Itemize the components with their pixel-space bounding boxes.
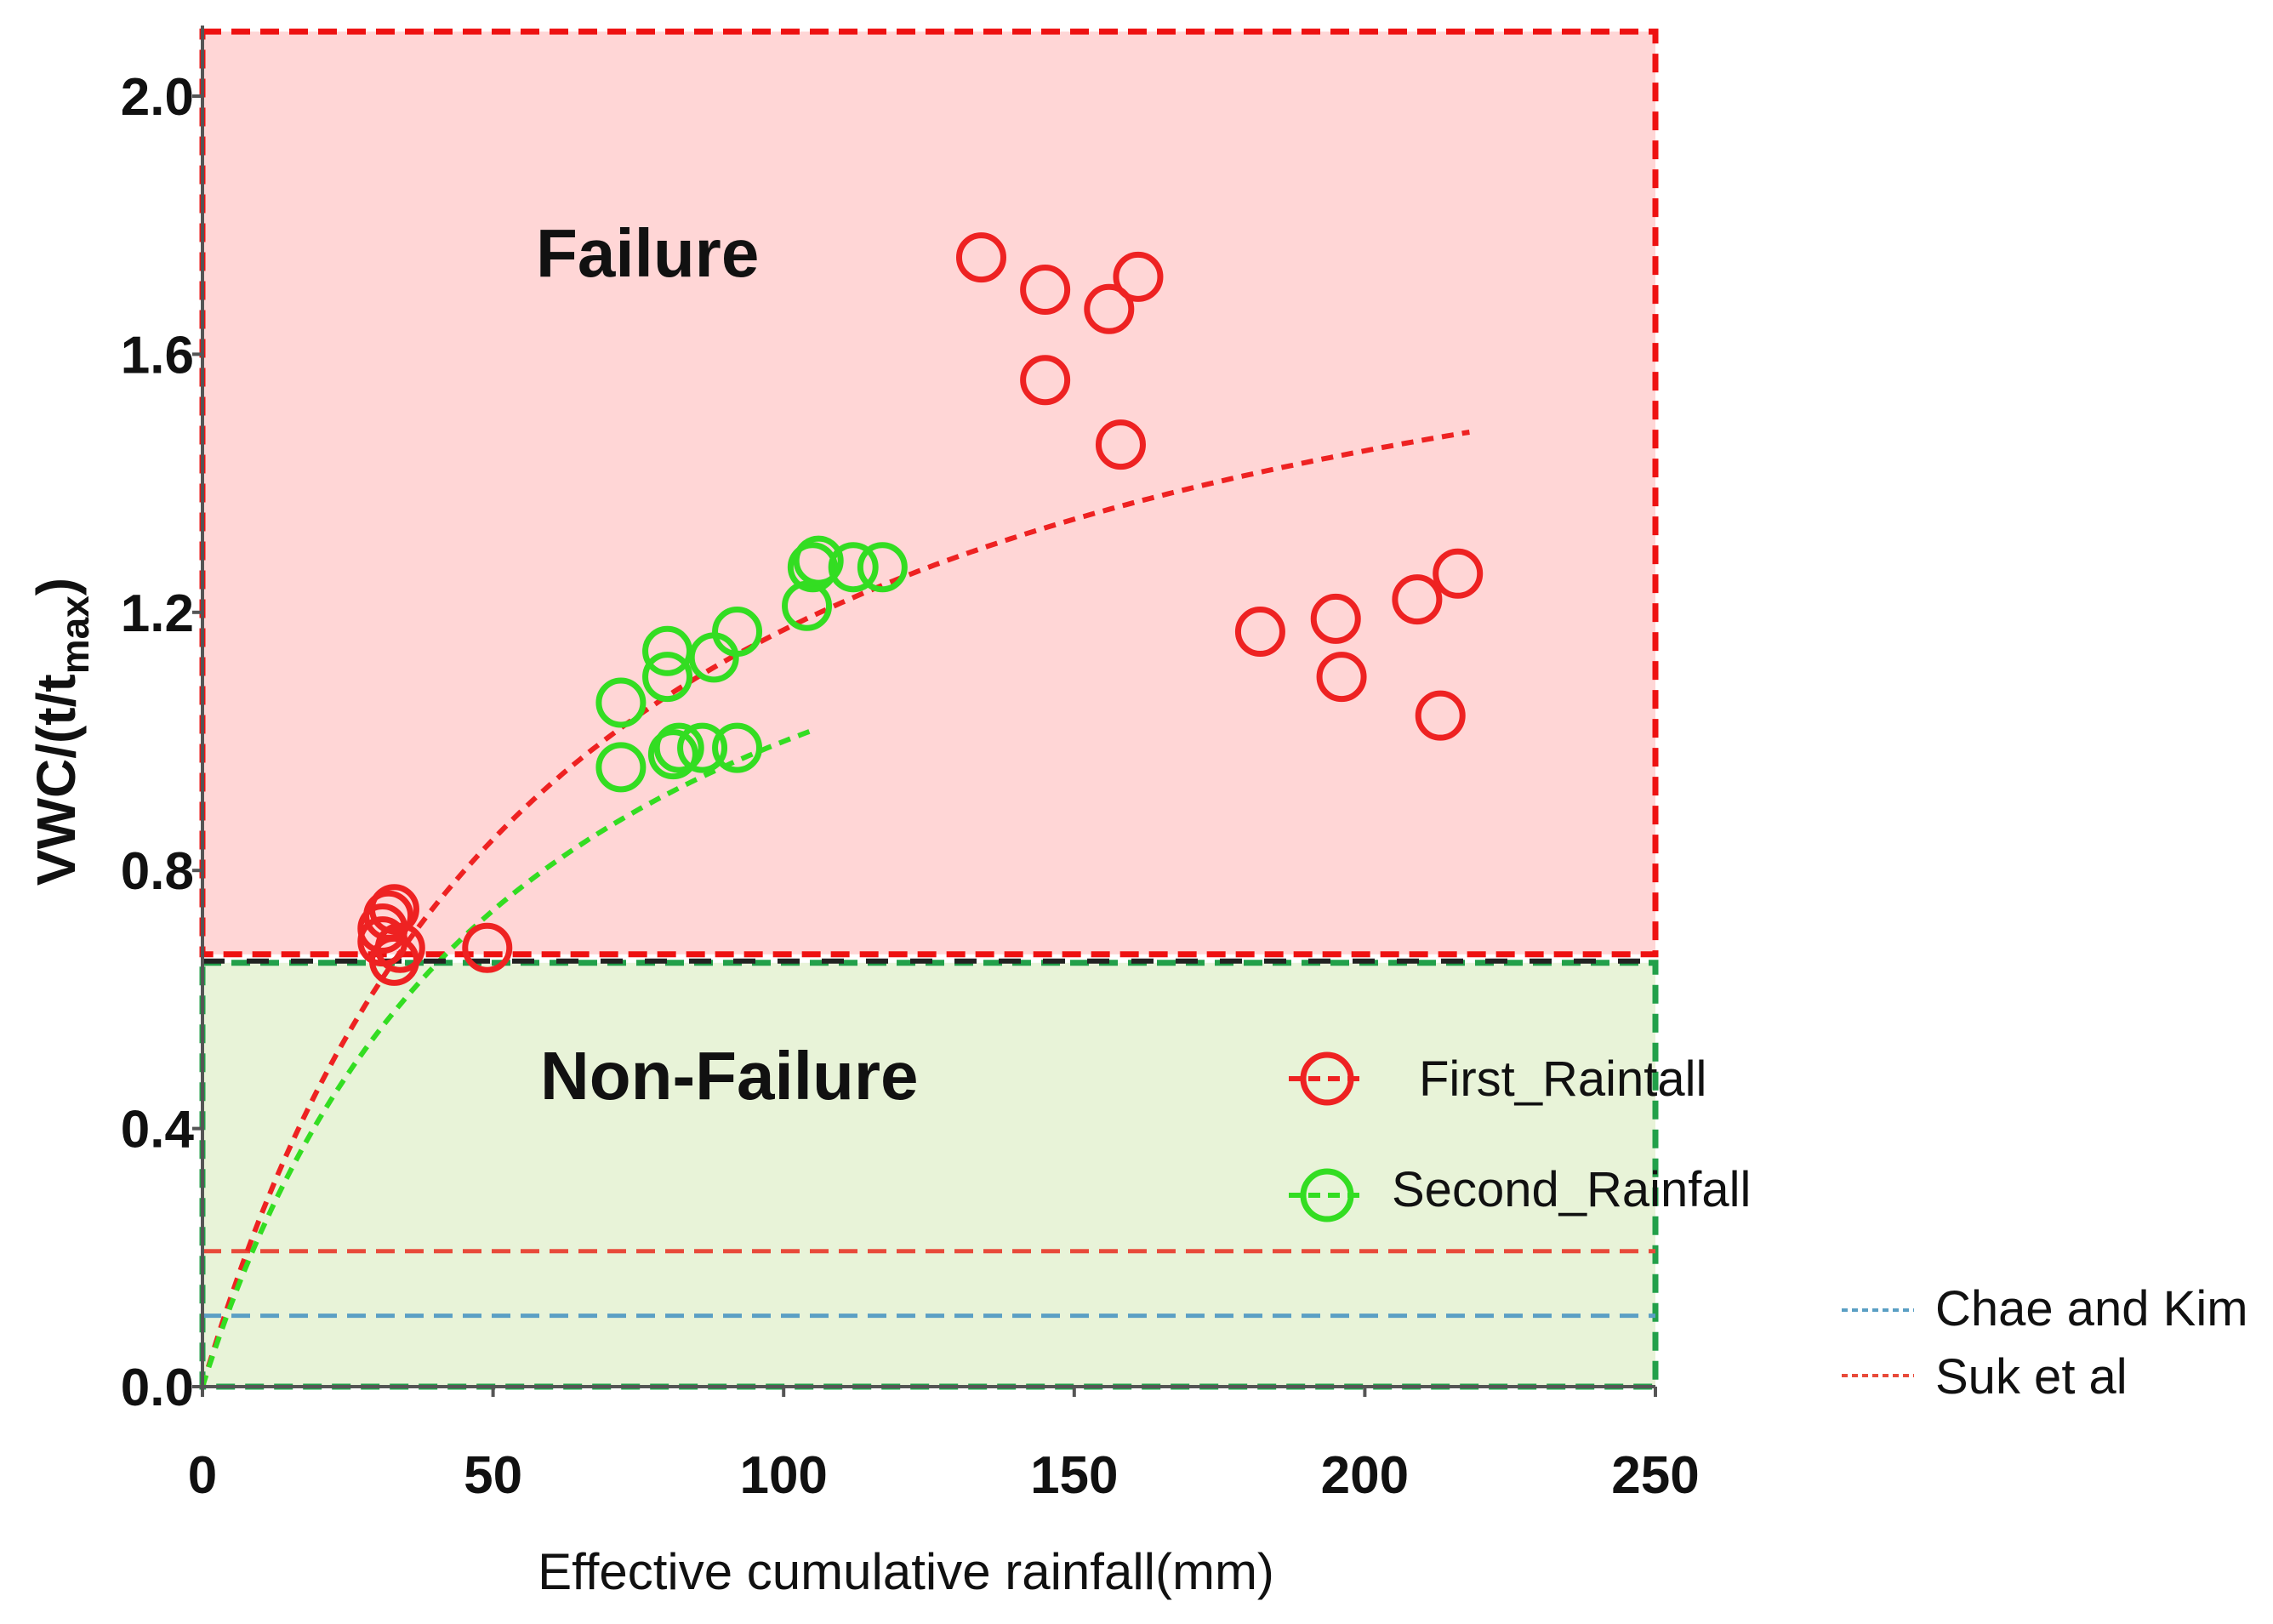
- fit-curve-1: [200, 727, 814, 1388]
- data-point-s1-11: [787, 542, 838, 593]
- data-point-s1-3: [642, 625, 693, 676]
- legend-first-label: First_Raintall: [1419, 1051, 1706, 1107]
- data-point-s0-13: [1234, 607, 1285, 658]
- y-tick-label: 0.4: [121, 1101, 195, 1160]
- x-tick-label: 50: [464, 1446, 522, 1505]
- data-point-s1-2: [642, 652, 693, 703]
- legend-suk-label: Suk et al: [1935, 1349, 2128, 1405]
- data-point-s1-14: [857, 542, 908, 593]
- data-point-s0-14: [1310, 593, 1361, 644]
- data-point-s0-12: [1095, 419, 1146, 470]
- x-tick-label: 200: [1321, 1446, 1409, 1505]
- y-axis-title-main: VWC/(t/t: [26, 674, 87, 886]
- data-point-s0-2: [368, 884, 419, 935]
- legend-inset: First_Raintall Second_Rainfall: [1289, 1051, 1751, 1222]
- legend-chae-label: Chae and Kim: [1935, 1281, 2248, 1336]
- region-label-failure: Failure: [536, 215, 759, 291]
- data-point-s0-6: [462, 922, 513, 973]
- x-tick-label: 100: [739, 1446, 827, 1505]
- fit-curve-0: [200, 430, 1470, 1388]
- data-point-s0-9: [1084, 283, 1135, 334]
- y-axis-title-subscript: max: [53, 595, 97, 674]
- data-point-s0-11: [1020, 355, 1071, 406]
- data-point-s0-17: [1433, 548, 1484, 599]
- data-point-s1-4: [647, 729, 698, 780]
- legend-second-label: Second_Rainfall: [1392, 1162, 1751, 1217]
- data-point-s1-8: [712, 722, 763, 773]
- y-tick-label: 1.2: [121, 584, 194, 643]
- data-point-s0-16: [1392, 574, 1443, 625]
- data-point-s0-10: [1113, 251, 1164, 302]
- y-axis-title-end: ): [26, 578, 87, 595]
- data-point-s0-18: [1415, 690, 1466, 741]
- data-point-s1-1: [595, 742, 647, 793]
- data-point-s1-13: [828, 542, 879, 593]
- data-point-s1-12: [793, 535, 844, 586]
- data-point-s1-9: [712, 607, 763, 658]
- x-tick-label: 150: [1030, 1446, 1118, 1505]
- legend-reference: Chae and Kim Suk et al: [1842, 1281, 2248, 1405]
- data-point-s1-0: [595, 677, 647, 728]
- y-tick-label: 0.0: [121, 1359, 194, 1417]
- x-tick-label: 0: [188, 1446, 217, 1505]
- data-point-s1-6: [677, 722, 728, 773]
- y-tick-label: 2.0: [121, 68, 194, 127]
- legend-first-marker: [1300, 1051, 1354, 1106]
- data-point-s1-10: [782, 580, 833, 631]
- data-point-s0-7: [955, 232, 1006, 283]
- data-point-s0-15: [1316, 652, 1367, 703]
- region-label-non-failure: Non-Failure: [540, 1038, 918, 1114]
- y-tick-label: 1.6: [121, 326, 194, 385]
- y-tick-label: 0.8: [121, 842, 194, 901]
- data-point-s1-5: [653, 722, 704, 773]
- y-axis-title: VWC/(t/tmax): [26, 578, 97, 886]
- x-tick-label: 250: [1611, 1446, 1699, 1505]
- legend-second-marker: [1300, 1168, 1354, 1222]
- data-point-s0-5: [368, 935, 419, 986]
- x-axis-title: Effective cumulative rainfall(mm): [538, 1543, 1274, 1600]
- data-point-s0-8: [1020, 265, 1071, 316]
- region-failure: [199, 28, 1659, 958]
